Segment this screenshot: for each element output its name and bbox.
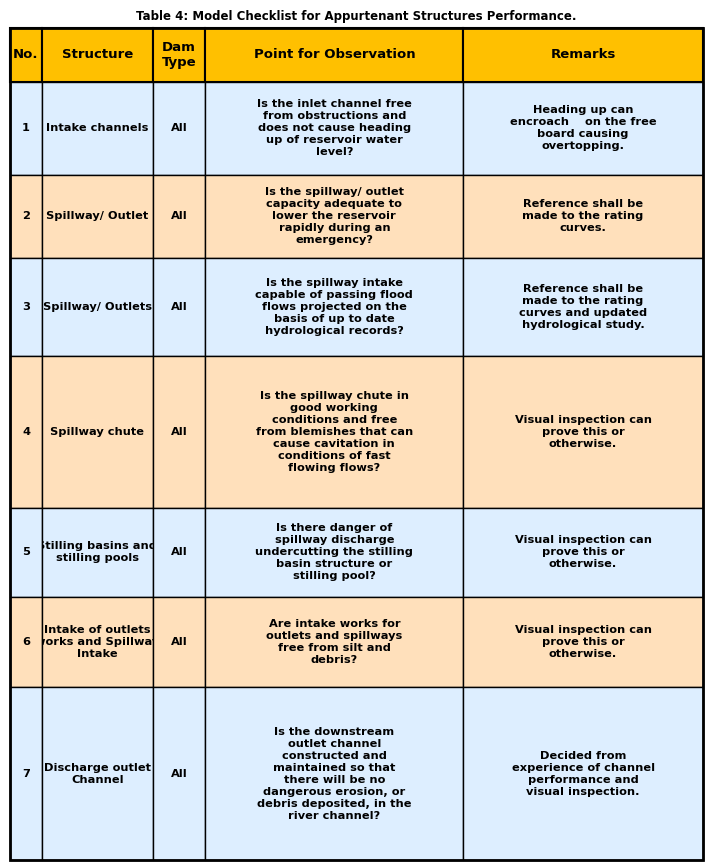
Text: Is the spillway chute in
good working
conditions and free
from blemishes that ca: Is the spillway chute in good working co…: [256, 391, 413, 473]
Bar: [10, 258, 42, 356]
Text: All: All: [170, 212, 188, 221]
Text: No.: No.: [13, 48, 39, 61]
Bar: [10, 508, 42, 597]
Bar: [463, 356, 703, 508]
Text: All: All: [170, 638, 188, 647]
Text: Structure: Structure: [62, 48, 133, 61]
Text: All: All: [170, 548, 188, 557]
Bar: [153, 175, 205, 258]
Bar: [205, 82, 463, 175]
Bar: [153, 28, 205, 82]
Text: 7: 7: [22, 769, 30, 778]
Bar: [153, 258, 205, 356]
Text: Is there danger of
spillway discharge
undercutting the stilling
basin structure : Is there danger of spillway discharge un…: [255, 524, 414, 581]
Text: All: All: [170, 302, 188, 312]
Text: 5: 5: [22, 548, 30, 557]
Bar: [10, 597, 42, 687]
Text: All: All: [170, 427, 188, 437]
Bar: [463, 82, 703, 175]
Text: 1: 1: [22, 124, 30, 133]
Text: Heading up can
encroach    on the free
board causing
overtopping.: Heading up can encroach on the free boar…: [510, 105, 657, 151]
Bar: [463, 597, 703, 687]
Bar: [153, 356, 205, 508]
Text: Spillway/ Outlet: Spillway/ Outlet: [46, 212, 148, 221]
Bar: [205, 28, 463, 82]
Bar: [205, 258, 463, 356]
Text: 3: 3: [22, 302, 30, 312]
Text: Dam
Type: Dam Type: [162, 41, 196, 69]
Text: Visual inspection can
prove this or
otherwise.: Visual inspection can prove this or othe…: [515, 626, 652, 659]
Bar: [205, 356, 463, 508]
Bar: [10, 356, 42, 508]
Bar: [42, 82, 153, 175]
Bar: [10, 28, 42, 82]
Text: Decided from
experience of channel
performance and
visual inspection.: Decided from experience of channel perfo…: [511, 751, 655, 797]
Bar: [463, 28, 703, 82]
Text: Discharge outlet
Channel: Discharge outlet Channel: [43, 763, 151, 785]
Bar: [10, 82, 42, 175]
Bar: [463, 175, 703, 258]
Text: 6: 6: [22, 638, 30, 647]
Bar: [42, 258, 153, 356]
Bar: [205, 687, 463, 860]
Text: Intake channels: Intake channels: [46, 124, 148, 133]
Text: Spillway chute: Spillway chute: [51, 427, 144, 437]
Bar: [463, 687, 703, 860]
Bar: [153, 508, 205, 597]
Bar: [153, 597, 205, 687]
Text: Reference shall be
made to the rating
curves.: Reference shall be made to the rating cu…: [523, 200, 644, 233]
Text: Intake of outlets
works and Spillway
Intake: Intake of outlets works and Spillway Int…: [35, 626, 160, 659]
Text: Reference shall be
made to the rating
curves and updated
hydrological study.: Reference shall be made to the rating cu…: [519, 284, 647, 330]
Bar: [205, 175, 463, 258]
Text: Spillway/ Outlets: Spillway/ Outlets: [43, 302, 152, 312]
Bar: [10, 175, 42, 258]
Bar: [42, 175, 153, 258]
Text: Is the spillway intake
capable of passing flood
flows projected on the
basis of : Is the spillway intake capable of passin…: [255, 278, 414, 336]
Text: Point for Observation: Point for Observation: [254, 48, 415, 61]
Bar: [463, 258, 703, 356]
Bar: [10, 687, 42, 860]
Bar: [463, 508, 703, 597]
Text: Visual inspection can
prove this or
otherwise.: Visual inspection can prove this or othe…: [515, 536, 652, 569]
Text: Is the downstream
outlet channel
constructed and
maintained so that
there will b: Is the downstream outlet channel constru…: [257, 727, 411, 821]
Text: All: All: [170, 124, 188, 133]
Bar: [42, 597, 153, 687]
Bar: [205, 597, 463, 687]
Bar: [153, 82, 205, 175]
Text: Is the spillway/ outlet
capacity adequate to
lower the reservoir
rapidly during : Is the spillway/ outlet capacity adequat…: [265, 187, 404, 245]
Bar: [42, 356, 153, 508]
Text: Remarks: Remarks: [550, 48, 616, 61]
Bar: [205, 508, 463, 597]
Text: Visual inspection can
prove this or
otherwise.: Visual inspection can prove this or othe…: [515, 415, 652, 448]
Text: All: All: [170, 769, 188, 778]
Bar: [42, 508, 153, 597]
Bar: [153, 687, 205, 860]
Text: Stilling basins and
stilling pools: Stilling basins and stilling pools: [37, 542, 158, 563]
Text: 4: 4: [22, 427, 30, 437]
Text: Is the inlet channel free
from obstructions and
does not cause heading
up of res: Is the inlet channel free from obstructi…: [257, 99, 412, 157]
Bar: [42, 687, 153, 860]
Text: Are intake works for
outlets and spillways
free from silt and
debris?: Are intake works for outlets and spillwa…: [266, 619, 402, 665]
Text: 2: 2: [22, 212, 30, 221]
Bar: [42, 28, 153, 82]
Text: Table 4: Model Checklist for Appurtenant Structures Performance.: Table 4: Model Checklist for Appurtenant…: [136, 10, 577, 23]
